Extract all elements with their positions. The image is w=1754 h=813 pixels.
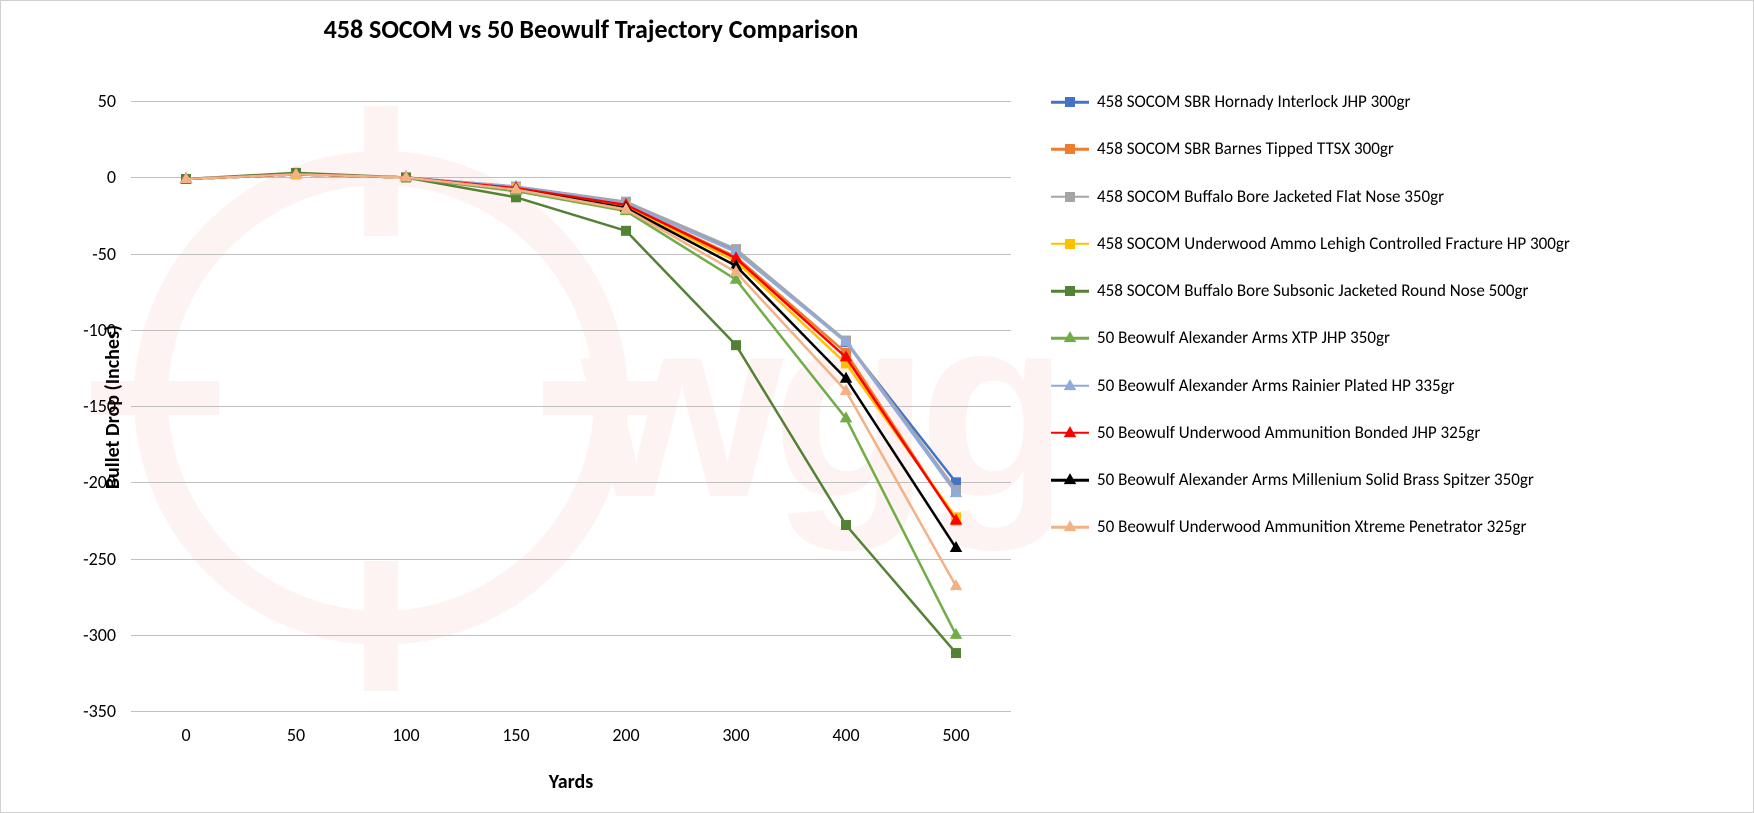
- legend-item: 458 SOCOM SBR Hornady Interlock JHP 300g…: [1051, 91, 1731, 112]
- legend-label: 458 SOCOM Buffalo Bore Subsonic Jacketed…: [1097, 280, 1731, 301]
- y-tick-label: 0: [56, 166, 116, 188]
- legend-marker: [1051, 284, 1089, 298]
- legend-marker: [1051, 190, 1089, 204]
- x-tick-label: 150: [502, 724, 529, 746]
- x-tick-label: 200: [612, 724, 639, 746]
- x-axis-label: Yards: [131, 770, 1011, 794]
- legend-marker: [1051, 237, 1089, 251]
- legend-item: 458 SOCOM Buffalo Bore Jacketed Flat Nos…: [1051, 186, 1731, 207]
- x-tick-label: 100: [392, 724, 419, 746]
- gridline: [131, 711, 1011, 712]
- legend-label: 458 SOCOM SBR Hornady Interlock JHP 300g…: [1097, 91, 1731, 112]
- x-tick-label: 400: [832, 724, 859, 746]
- legend-label: 50 Beowulf Alexander Arms XTP JHP 350gr: [1097, 327, 1731, 348]
- legend: 458 SOCOM SBR Hornady Interlock JHP 300g…: [1051, 91, 1731, 564]
- y-tick-label: -50: [56, 243, 116, 265]
- series-line: [186, 174, 956, 493]
- series-marker: [950, 628, 963, 639]
- chart-container: 458 SOCOM vs 50 Beowulf Trajectory Compa…: [0, 0, 1754, 813]
- x-tick-label: 500: [942, 724, 969, 746]
- legend-item: 458 SOCOM Buffalo Bore Subsonic Jacketed…: [1051, 280, 1731, 301]
- series-line: [186, 174, 956, 520]
- legend-item: 458 SOCOM SBR Barnes Tipped TTSX 300gr: [1051, 138, 1731, 159]
- legend-label: 458 SOCOM Buffalo Bore Jacketed Flat Nos…: [1097, 186, 1731, 207]
- y-tick-label: -350: [56, 700, 116, 722]
- legend-item: 50 Beowulf Alexander Arms Millenium Soli…: [1051, 469, 1731, 490]
- legend-item: 50 Beowulf Underwood Ammunition Bonded J…: [1051, 422, 1731, 443]
- y-tick-label: -250: [56, 548, 116, 570]
- legend-marker: [1051, 142, 1089, 156]
- legend-label: 50 Beowulf Alexander Arms Millenium Soli…: [1097, 469, 1731, 490]
- series-marker: [951, 648, 961, 658]
- series-line: [186, 174, 956, 586]
- legend-item: 50 Beowulf Alexander Arms XTP JHP 350gr: [1051, 327, 1731, 348]
- legend-marker: [1051, 520, 1089, 534]
- y-tick-label: -100: [56, 319, 116, 341]
- legend-label: 458 SOCOM SBR Barnes Tipped TTSX 300gr: [1097, 138, 1731, 159]
- x-tick-label: 0: [181, 724, 190, 746]
- legend-marker: [1051, 331, 1089, 345]
- x-tick-label: 300: [722, 724, 749, 746]
- legend-label: 50 Beowulf Alexander Arms Rainier Plated…: [1097, 375, 1731, 396]
- series-marker: [731, 340, 741, 350]
- series-marker: [841, 520, 851, 530]
- legend-marker: [1051, 379, 1089, 393]
- y-tick-label: -300: [56, 624, 116, 646]
- legend-label: 50 Beowulf Underwood Ammunition Bonded J…: [1097, 422, 1731, 443]
- legend-item: 50 Beowulf Underwood Ammunition Xtreme P…: [1051, 516, 1731, 537]
- y-tick-label: -200: [56, 471, 116, 493]
- series-marker: [621, 226, 631, 236]
- legend-marker: [1051, 426, 1089, 440]
- legend-marker: [1051, 473, 1089, 487]
- series-line: [186, 174, 956, 634]
- legend-label: 458 SOCOM Underwood Ammo Lehigh Controll…: [1097, 233, 1731, 254]
- legend-item: 50 Beowulf Alexander Arms Rainier Plated…: [1051, 375, 1731, 396]
- x-tick-label: 50: [287, 724, 305, 746]
- y-tick-label: 50: [56, 90, 116, 112]
- legend-item: 458 SOCOM Underwood Ammo Lehigh Controll…: [1051, 233, 1731, 254]
- chart-title: 458 SOCOM vs 50 Beowulf Trajectory Compa…: [1, 13, 1181, 45]
- legend-label: 50 Beowulf Underwood Ammunition Xtreme P…: [1097, 516, 1731, 537]
- legend-marker: [1051, 95, 1089, 109]
- series-line: [186, 174, 956, 482]
- chart-lines: [131, 86, 1011, 711]
- y-tick-label: -150: [56, 395, 116, 417]
- plot-area: wggun 500-50-100-150-200-250-300-350 050…: [131, 86, 1011, 711]
- series-line: [186, 174, 956, 490]
